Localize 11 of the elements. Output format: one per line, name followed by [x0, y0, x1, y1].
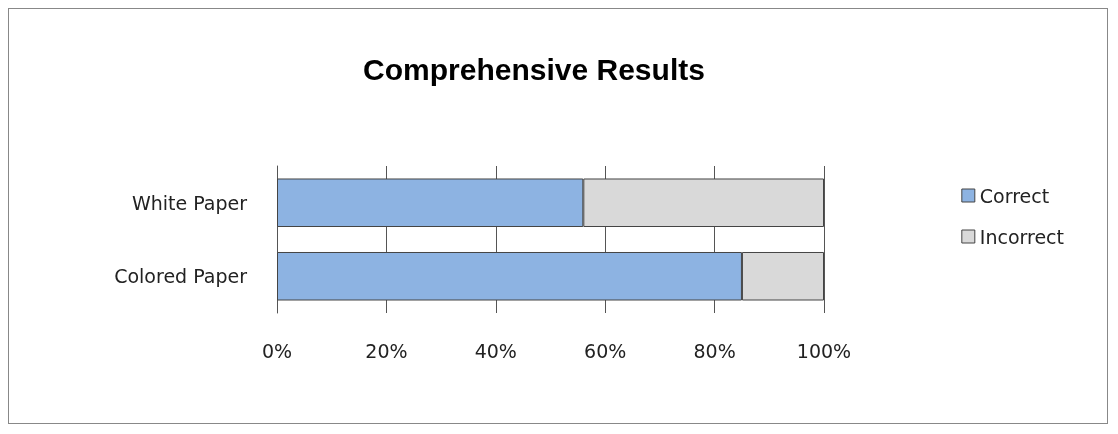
- x-tick-label: 0%: [261, 339, 293, 362]
- chart-title: Comprehensive Results: [363, 52, 705, 86]
- legend-label: Correct: [979, 184, 1050, 207]
- y-tick-label: Colored Paper: [114, 265, 248, 288]
- legend-label: Incorrect: [979, 225, 1065, 248]
- x-tick-label: 40%: [474, 339, 517, 362]
- y-tick-label: White Paper: [131, 191, 248, 214]
- x-tick-label: 60%: [584, 339, 627, 362]
- x-tick-label: 80%: [693, 339, 736, 362]
- x-tick-label: 20%: [365, 339, 408, 362]
- x-tick-label: 100%: [796, 339, 852, 362]
